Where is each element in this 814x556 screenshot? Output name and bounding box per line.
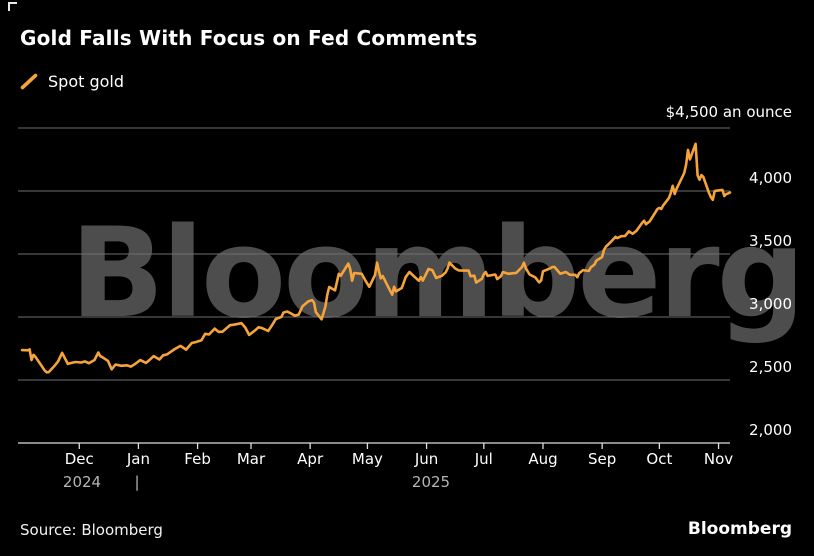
spot-gold-line xyxy=(20,142,732,374)
month-label-jul: Jul xyxy=(474,450,493,468)
month-label-apr: Apr xyxy=(297,450,324,468)
bloomberg-logo: Bloomberg xyxy=(687,519,792,539)
month-label-jun: Jun xyxy=(414,450,439,468)
screen-corner-artifact xyxy=(8,2,17,11)
month-label-oct: Oct xyxy=(646,450,673,468)
month-label-aug: Aug xyxy=(528,450,558,468)
month-label-mar: Mar xyxy=(236,450,266,468)
y-axis-label: 4,000 xyxy=(749,169,792,187)
legend: Spot gold xyxy=(20,70,124,92)
y-axis-label: 3,500 xyxy=(749,232,792,250)
y-axis-label: 3,000 xyxy=(749,295,792,313)
month-label-may: May xyxy=(351,450,383,468)
bloomberg-watermark: Bloomberg xyxy=(70,202,805,346)
year-label-2025: 2025 xyxy=(411,473,451,491)
month-label-sep: Sep xyxy=(587,450,617,468)
y-axis-label: 2,500 xyxy=(749,358,792,376)
month-label-jan: Jan xyxy=(126,450,150,468)
year-label-2024: 2024 xyxy=(62,473,102,491)
legend-line-icon xyxy=(20,73,38,89)
month-label-feb: Feb xyxy=(184,450,211,468)
legend-label: Spot gold xyxy=(48,71,125,91)
source-text: Source: Bloomberg xyxy=(20,521,163,539)
y-axis-unit-label: $4,500 an ounce xyxy=(665,103,792,121)
chart-title: Gold Falls With Focus on Fed Comments xyxy=(20,26,478,50)
year-divider: | xyxy=(134,473,140,491)
month-label-nov: Nov xyxy=(703,450,734,468)
month-label-dec: Dec xyxy=(64,450,94,468)
y-axis-label: 2,000 xyxy=(749,421,792,439)
